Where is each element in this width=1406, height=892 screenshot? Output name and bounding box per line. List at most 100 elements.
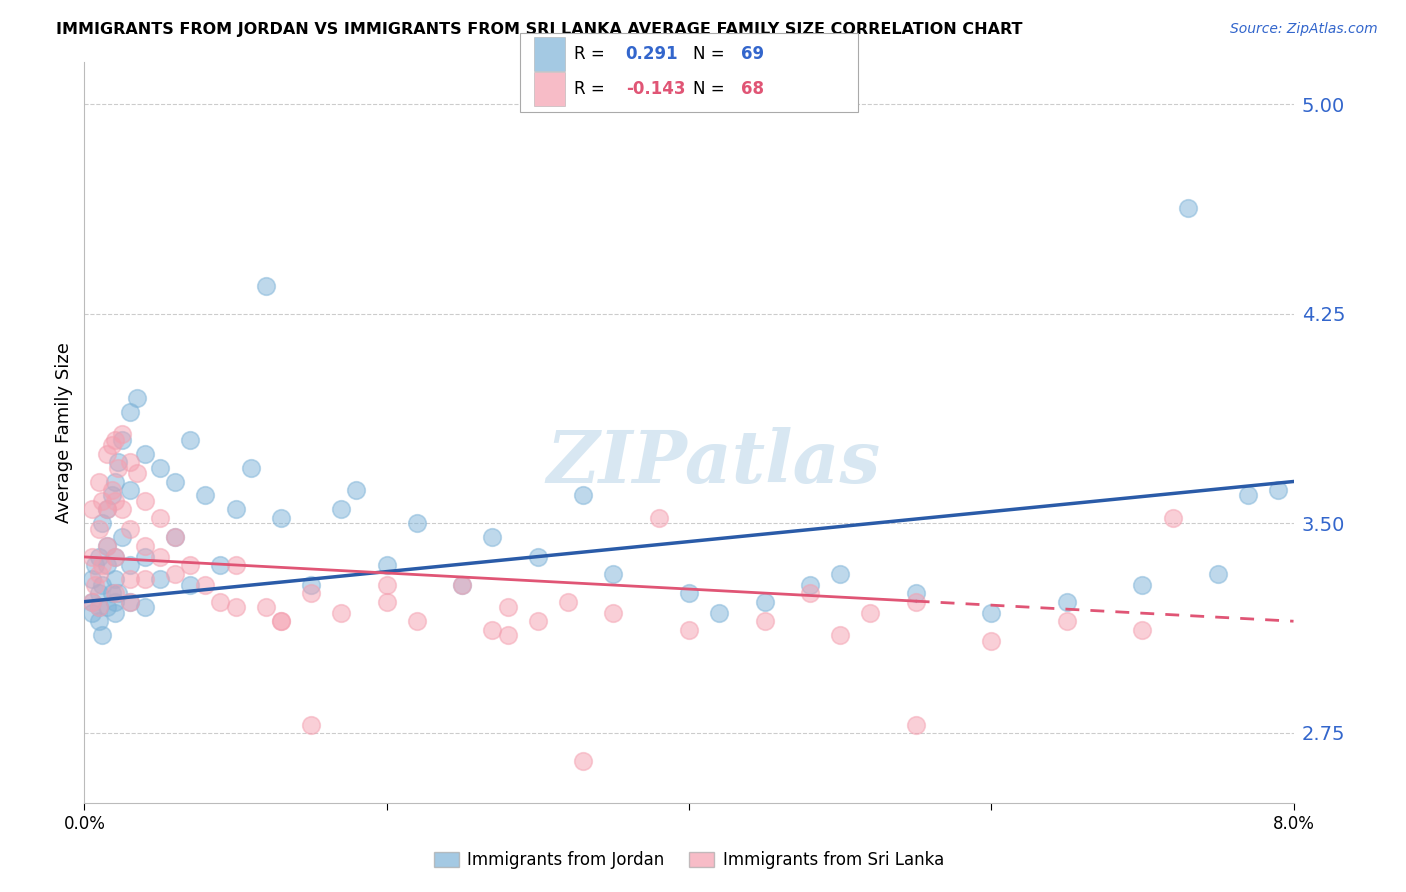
Point — [602, 606, 624, 620]
Point — [980, 633, 1002, 648]
Point — [127, 466, 149, 480]
Point — [96, 502, 118, 516]
Point — [980, 606, 1002, 620]
Point — [84, 558, 107, 573]
Point — [104, 433, 127, 447]
Point — [406, 614, 429, 628]
Text: Source: ZipAtlas.com: Source: ZipAtlas.com — [1230, 22, 1378, 37]
Point — [100, 483, 122, 497]
Point — [270, 614, 292, 628]
Point — [118, 483, 141, 497]
Point — [678, 623, 700, 637]
Point — [80, 549, 103, 564]
Point — [149, 511, 172, 525]
Point — [89, 600, 111, 615]
Point — [648, 511, 671, 525]
Point — [406, 516, 429, 531]
Point — [572, 488, 595, 502]
Point — [118, 572, 141, 586]
Point — [118, 405, 141, 419]
Point — [91, 516, 114, 531]
Point — [107, 460, 129, 475]
Point — [89, 600, 111, 615]
Point — [89, 522, 111, 536]
Point — [1161, 511, 1184, 525]
Point — [527, 549, 550, 564]
Point — [481, 623, 503, 637]
Point — [84, 578, 107, 592]
Point — [80, 594, 103, 608]
Point — [165, 475, 187, 489]
Point — [1056, 614, 1078, 628]
Point — [754, 614, 776, 628]
Point — [481, 530, 503, 544]
Point — [118, 594, 141, 608]
Point — [1206, 566, 1229, 581]
Point — [111, 427, 134, 442]
Point — [239, 460, 262, 475]
Point — [1237, 488, 1260, 502]
Point — [225, 502, 247, 516]
Point — [91, 494, 114, 508]
Point — [96, 558, 118, 573]
Point — [96, 600, 118, 615]
Point — [209, 594, 232, 608]
Point — [179, 578, 201, 592]
Point — [496, 600, 519, 615]
Point — [104, 494, 127, 508]
Point — [89, 549, 111, 564]
Point — [346, 483, 368, 497]
Point — [104, 606, 127, 620]
Point — [904, 717, 927, 731]
Text: R =: R = — [574, 45, 605, 63]
Point — [330, 502, 353, 516]
Point — [100, 438, 122, 452]
Point — [107, 586, 129, 600]
Point — [149, 549, 172, 564]
Point — [904, 594, 927, 608]
Point — [451, 578, 474, 592]
Point — [165, 566, 187, 581]
Legend: Immigrants from Jordan, Immigrants from Sri Lanka: Immigrants from Jordan, Immigrants from … — [427, 845, 950, 876]
Point — [89, 614, 111, 628]
Point — [134, 600, 156, 615]
Point — [118, 594, 141, 608]
Point — [527, 614, 550, 628]
Point — [375, 578, 398, 592]
Point — [96, 502, 118, 516]
Point — [270, 511, 292, 525]
Point — [375, 594, 398, 608]
Point — [754, 594, 776, 608]
Point — [80, 606, 103, 620]
Point — [299, 578, 322, 592]
Point — [194, 578, 217, 592]
Point — [100, 586, 122, 600]
Point — [678, 586, 700, 600]
Text: N =: N = — [693, 45, 724, 63]
Point — [254, 279, 277, 293]
Point — [89, 586, 111, 600]
Point — [225, 558, 247, 573]
Point — [572, 754, 595, 768]
Point — [1177, 201, 1199, 215]
Point — [1056, 594, 1078, 608]
Point — [104, 586, 127, 600]
Point — [91, 628, 114, 642]
Text: 69: 69 — [741, 45, 763, 63]
Point — [194, 488, 217, 502]
Y-axis label: Average Family Size: Average Family Size — [55, 343, 73, 523]
Point — [1267, 483, 1289, 497]
Point — [799, 586, 821, 600]
Point — [149, 572, 172, 586]
Point — [134, 539, 156, 553]
Text: ZIPatlas: ZIPatlas — [546, 426, 880, 498]
Point — [299, 717, 322, 731]
Point — [118, 455, 141, 469]
Point — [111, 502, 134, 516]
Point — [104, 594, 127, 608]
Point — [96, 539, 118, 553]
Point — [80, 594, 103, 608]
Point — [904, 586, 927, 600]
Point — [96, 539, 118, 553]
Point — [209, 558, 232, 573]
